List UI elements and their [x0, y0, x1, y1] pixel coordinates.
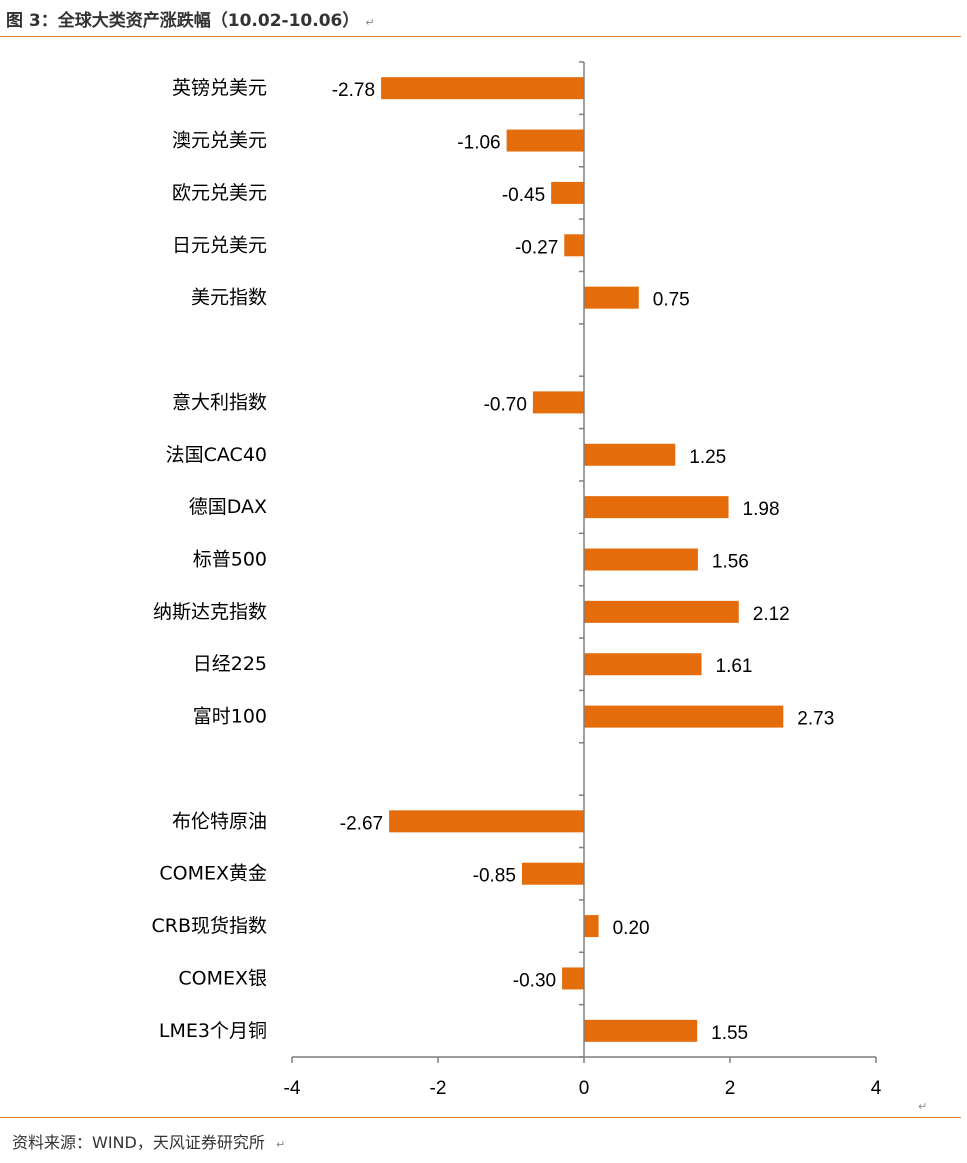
data-label: 1.61	[716, 656, 753, 677]
category-label: 富时100	[193, 706, 267, 728]
bar	[584, 705, 784, 728]
category-label: 意大利指数	[172, 391, 267, 413]
bar	[584, 548, 698, 571]
bar	[551, 181, 584, 204]
category-label: 日元兑美元	[172, 234, 267, 256]
bar	[584, 1019, 698, 1042]
category-label: CRB现货指数	[151, 915, 267, 937]
bar	[521, 862, 584, 885]
category-label: 英镑兑美元	[172, 77, 267, 99]
data-label: -0.27	[515, 237, 558, 258]
bar	[584, 653, 702, 676]
return-mark-icon: ↵	[275, 1138, 286, 1151]
bar	[584, 915, 599, 938]
data-label: -1.06	[457, 133, 500, 154]
data-label: -0.70	[484, 394, 527, 415]
category-label: 标普500	[193, 549, 267, 571]
category-label: 美元指数	[191, 287, 267, 309]
bar	[381, 77, 584, 100]
data-label: 2.12	[753, 604, 790, 625]
category-label: 澳元兑美元	[172, 130, 267, 152]
data-label: -0.30	[513, 970, 556, 991]
data-label: -2.78	[332, 80, 375, 101]
category-label: 纳斯达克指数	[153, 601, 267, 623]
data-label: 1.55	[711, 1023, 748, 1044]
figure-title: 图 3：全球大类资产涨跌幅（10.02-10.06） ↵	[6, 6, 375, 31]
category-label: 布伦特原油	[172, 810, 267, 832]
x-tick-label: 4	[871, 1078, 882, 1099]
x-tick-label: -4	[284, 1078, 301, 1099]
bar	[584, 600, 739, 623]
source-note: 资料来源：WIND，天风证券研究所 ↵	[12, 1129, 285, 1153]
return-mark-icon: ↵	[365, 16, 375, 29]
data-label: 2.73	[797, 709, 834, 730]
bar	[584, 496, 729, 519]
bar	[584, 286, 639, 309]
data-label: 1.56	[712, 552, 749, 573]
data-label: -0.85	[473, 866, 516, 887]
data-label: 1.98	[743, 499, 780, 520]
bar	[389, 810, 584, 833]
category-label: LME3个月铜	[159, 1020, 267, 1042]
bar	[584, 443, 676, 466]
category-label: COMEX银	[178, 967, 267, 989]
return-mark-icon: ↵	[918, 1100, 928, 1113]
x-tick-label: 0	[579, 1078, 590, 1099]
data-label: 0.20	[613, 918, 650, 939]
data-label: -0.45	[502, 185, 545, 206]
bar	[506, 129, 584, 152]
bar	[532, 391, 584, 414]
x-tick-label: -2	[430, 1078, 447, 1099]
data-label: 0.75	[653, 290, 690, 311]
bar	[564, 234, 584, 257]
category-label: 欧元兑美元	[172, 182, 267, 204]
bar-chart: 英镑兑美元 -2.78 澳元兑美元 -1.06 欧元兑美元 -0.45 日元兑美元 -0.27…	[151, 61, 882, 1099]
bar	[562, 967, 584, 990]
title-bar: 图 3：全球大类资产涨跌幅（10.02-10.06） ↵	[0, 0, 961, 37]
footer-divider	[0, 1117, 961, 1118]
category-label: COMEX黄金	[159, 863, 267, 885]
source-text: 资料来源：WIND，天风证券研究所	[12, 1133, 265, 1152]
x-tick-label: 2	[725, 1078, 736, 1099]
figure-title-text: 图 3：全球大类资产涨跌幅（10.02-10.06）	[6, 11, 360, 31]
category-label: 德国DAX	[189, 496, 267, 518]
data-label: 1.25	[689, 447, 726, 468]
data-label: -2.67	[340, 813, 383, 834]
category-label: 日经225	[193, 653, 267, 675]
category-label: 法国CAC40	[166, 444, 267, 466]
